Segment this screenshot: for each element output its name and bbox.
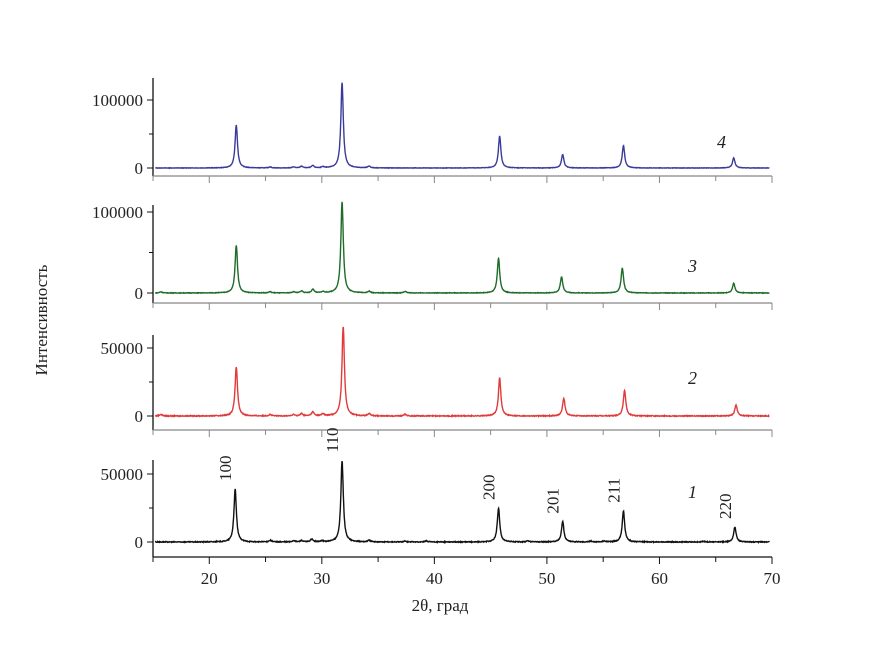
- curve-label: 1: [688, 482, 697, 502]
- x-tick-label: 20: [201, 569, 218, 588]
- pattern-curve-1: [154, 460, 770, 545]
- x-tick-label: 70: [764, 569, 781, 588]
- y-tick-label: 50000: [101, 339, 144, 358]
- peak-index-label: 110: [323, 428, 342, 453]
- peak-index-label: 200: [480, 475, 499, 501]
- curve-label: 2: [688, 368, 697, 388]
- y-tick-label: 0: [135, 407, 144, 426]
- pattern-curve-3: [155, 201, 770, 295]
- peak-index-label: 201: [544, 488, 563, 514]
- peak-index-label: 220: [716, 494, 735, 520]
- curve-label: 4: [717, 132, 726, 152]
- y-tick-label: 100000: [92, 91, 143, 110]
- y-tick-label: 100000: [92, 203, 143, 222]
- pattern-curve-4: [155, 82, 770, 170]
- x-tick-label: 60: [651, 569, 668, 588]
- x-tick-label: 30: [313, 569, 330, 588]
- y-tick-label: 50000: [101, 465, 144, 484]
- curve-label: 3: [687, 256, 697, 276]
- y-tick-label: 0: [135, 159, 144, 178]
- y-axis-label: Интенсивность: [32, 264, 51, 375]
- pattern-curve-2: [154, 326, 770, 418]
- x-tick-label: 50: [538, 569, 555, 588]
- peak-index-label: 100: [216, 455, 235, 481]
- y-tick-label: 0: [135, 533, 144, 552]
- y-tick-label: 0: [135, 284, 144, 303]
- peak-index-label: 211: [604, 478, 623, 503]
- x-axis-label: 2θ, град: [412, 596, 469, 615]
- x-tick-label: 40: [426, 569, 443, 588]
